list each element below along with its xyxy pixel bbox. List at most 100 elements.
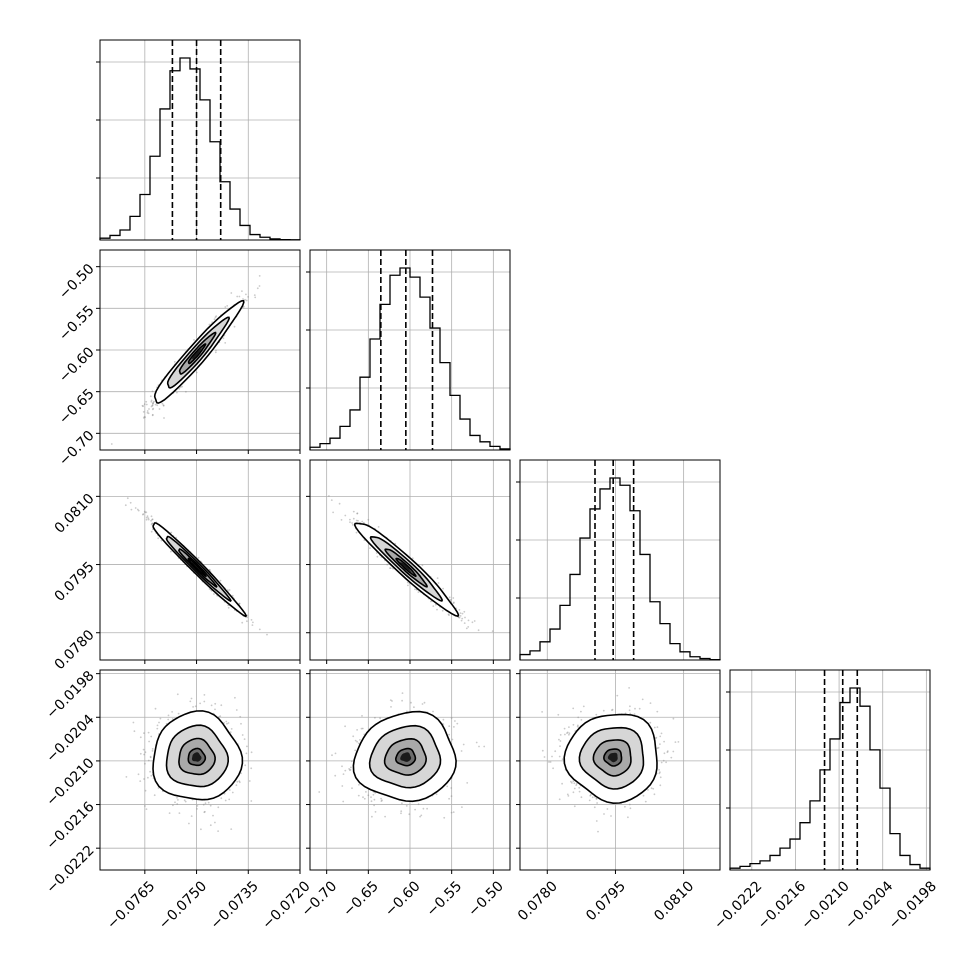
scatter-point <box>147 518 150 521</box>
scatter-point <box>374 716 376 719</box>
panel-frame <box>519 459 721 661</box>
contour-line <box>187 343 207 365</box>
scatter-point <box>376 555 379 558</box>
scatter-point <box>230 828 233 830</box>
scatter-point <box>334 752 337 755</box>
scatter-point <box>240 722 242 725</box>
scatter-point <box>421 703 424 705</box>
scatter-point <box>147 517 150 520</box>
scatter-point <box>197 556 200 559</box>
scatter-point <box>129 501 132 504</box>
scatter-point <box>150 735 153 738</box>
panel-frame <box>99 39 301 241</box>
scatter-point <box>163 417 165 419</box>
scatter-point <box>258 285 261 287</box>
scatter-point <box>238 780 241 782</box>
scatter-point <box>152 401 155 404</box>
scatter-point <box>173 361 176 363</box>
scatter-point <box>144 511 147 514</box>
scatter-point <box>224 799 227 802</box>
scatter-point <box>381 799 383 802</box>
scatter-point <box>341 765 343 768</box>
scatter-point <box>554 750 557 753</box>
scatter-point <box>349 518 351 521</box>
scatter-point <box>246 616 249 619</box>
scatter-point <box>377 526 380 528</box>
histogram-panel <box>726 669 931 871</box>
scatter-point <box>352 735 355 738</box>
scatter-point <box>172 804 174 807</box>
scatter-point <box>152 407 155 410</box>
panel-frame <box>99 459 301 661</box>
histogram-panel <box>306 249 511 451</box>
scatter-point <box>233 325 236 328</box>
scatter-point <box>389 567 392 570</box>
scatter-point <box>151 748 154 750</box>
scatter-point <box>266 633 268 636</box>
scatter-point <box>156 724 159 727</box>
scatter-point <box>209 804 212 807</box>
scatter-point <box>151 413 154 416</box>
scatter-point <box>143 732 145 734</box>
scatter-point <box>245 299 248 302</box>
scatter-point <box>379 717 381 720</box>
scatter-point <box>341 785 344 787</box>
scatter-point <box>447 613 450 616</box>
scatter-point <box>448 596 451 599</box>
scatter-point <box>241 290 243 292</box>
scatter-point <box>149 756 152 759</box>
scatter-point <box>236 295 239 298</box>
scatter-point <box>432 710 434 713</box>
scatter-point <box>355 519 358 522</box>
scatter-point <box>149 770 152 773</box>
scatter-point <box>453 726 455 728</box>
scatter-panel <box>96 459 301 664</box>
scatter-point <box>242 298 244 300</box>
scatter-panel <box>306 669 511 874</box>
scatter-point <box>144 416 147 419</box>
scatter-point <box>463 622 466 624</box>
scatter-point <box>573 805 576 808</box>
scatter-point <box>222 337 225 340</box>
scatter-point <box>578 786 581 789</box>
scatter-point <box>154 707 157 710</box>
scatter-point <box>225 720 228 723</box>
scatter-point <box>450 717 453 719</box>
scatter-point <box>144 762 146 765</box>
scatter-panel <box>96 249 301 454</box>
scatter-point <box>460 750 463 752</box>
scatter-point <box>356 512 359 515</box>
scatter-point <box>176 693 179 696</box>
scatter-point <box>208 323 211 326</box>
scatter-point <box>464 616 466 619</box>
contour-line <box>178 548 218 588</box>
scatter-point <box>448 614 450 616</box>
histogram-step <box>309 267 511 450</box>
scatter-point <box>361 715 363 717</box>
scatter-point <box>177 712 180 715</box>
scatter-point <box>391 700 393 702</box>
scatter-point <box>375 552 378 554</box>
contour-line <box>178 331 217 375</box>
scatter-point <box>355 531 358 534</box>
scatter-point <box>463 610 466 613</box>
scatter-point <box>144 751 147 754</box>
scatter-point <box>150 523 153 526</box>
scatter-point <box>352 510 355 513</box>
scatter-point <box>145 808 148 810</box>
scatter-point <box>452 597 455 599</box>
scatter-point <box>156 404 159 407</box>
panel-frame <box>99 249 301 451</box>
scatter-point <box>202 803 205 806</box>
histogram-panel <box>516 459 721 661</box>
scatter-point <box>145 511 148 514</box>
scatter-point <box>209 824 212 827</box>
scatter-point <box>248 780 251 782</box>
scatter-point <box>448 725 451 727</box>
scatter-point <box>162 404 165 407</box>
scatter-point <box>365 791 367 793</box>
scatter-point <box>228 789 231 791</box>
scatter-point <box>350 766 352 769</box>
scatter-point <box>417 803 420 806</box>
scatter-point <box>435 793 438 796</box>
